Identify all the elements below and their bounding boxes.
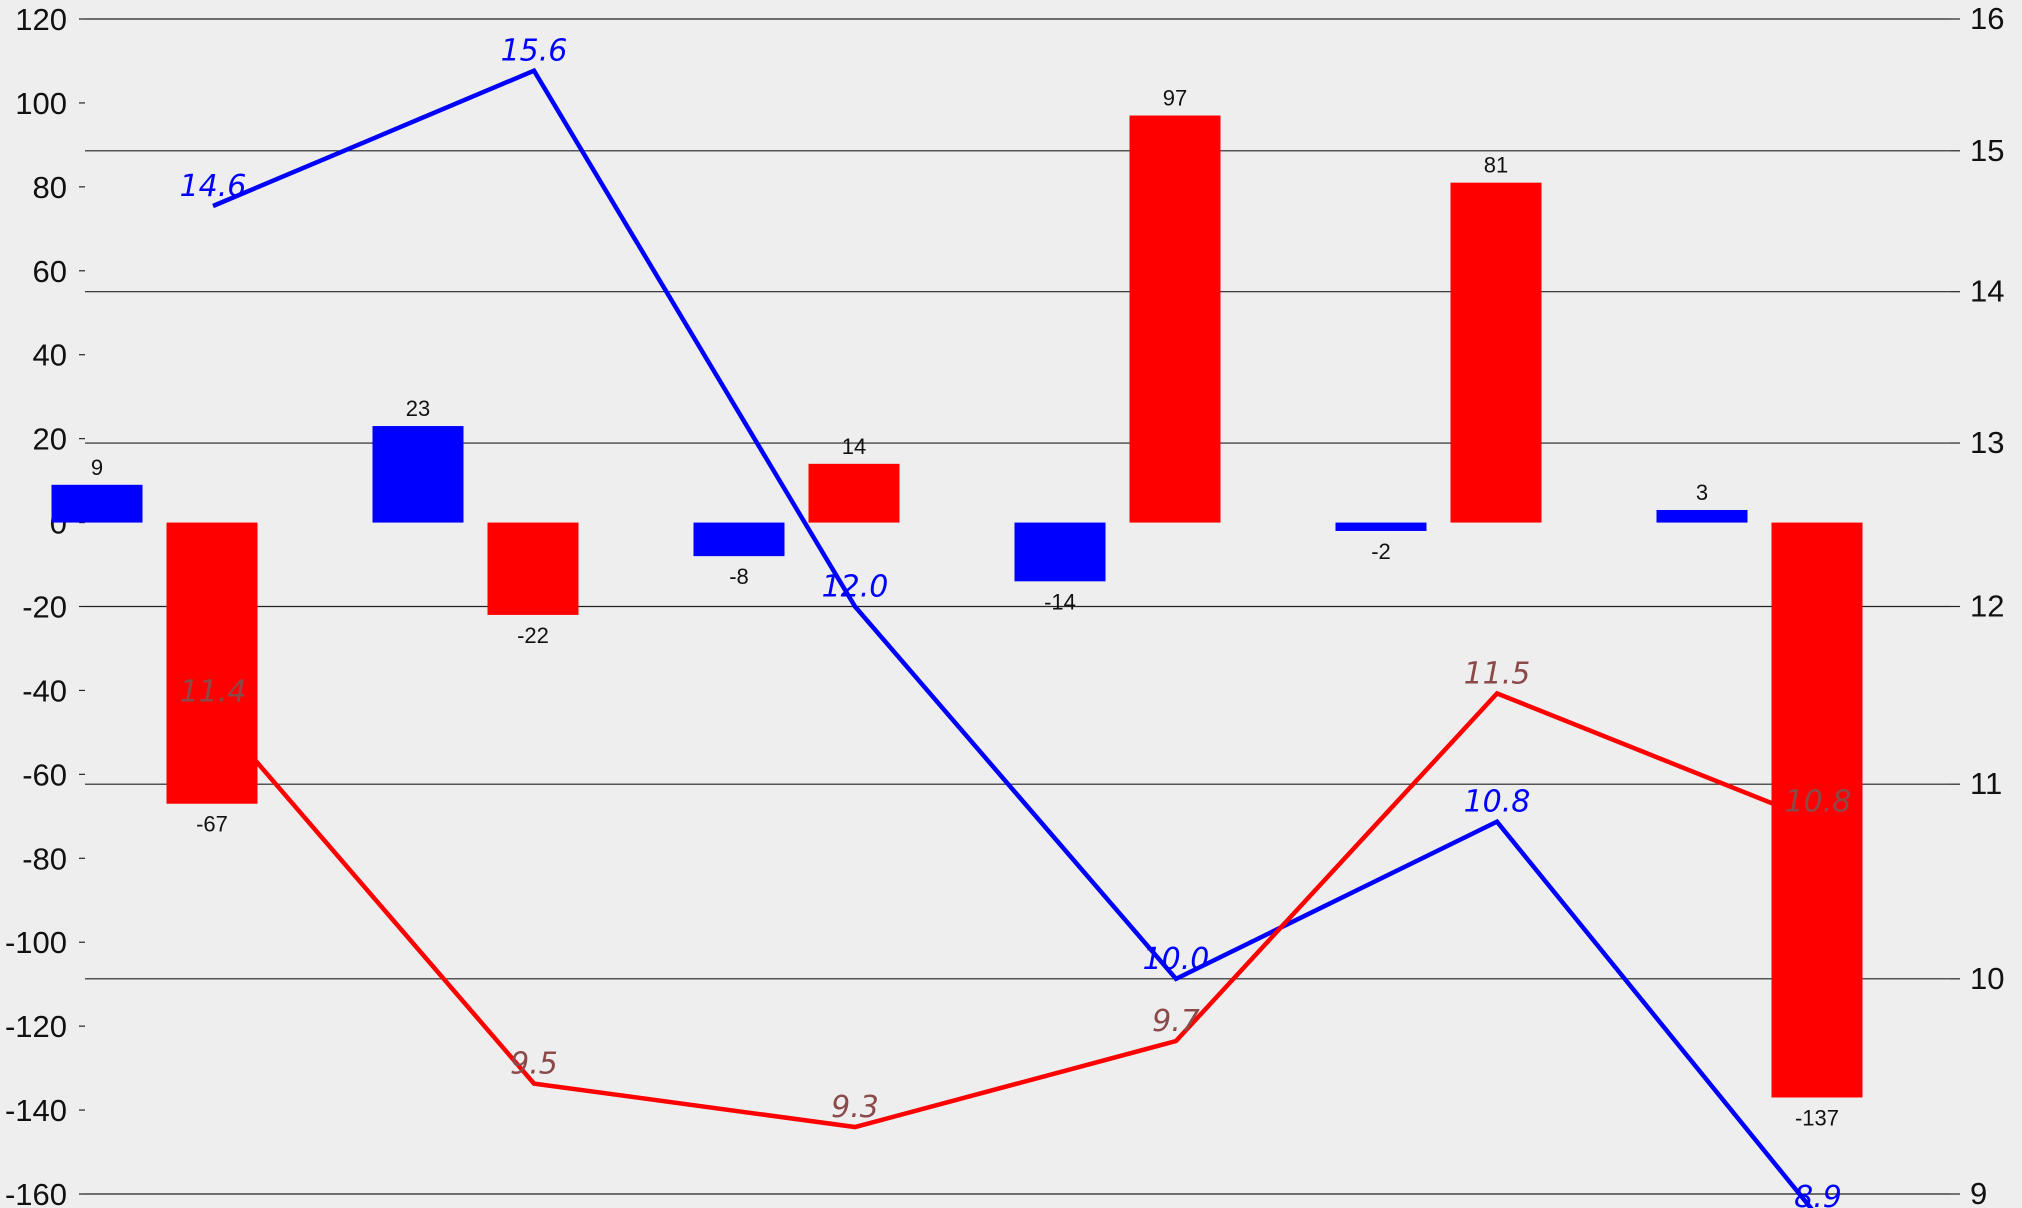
line-value-label: 8.9 <box>1794 1180 1842 1208</box>
bar <box>487 522 579 615</box>
bar <box>372 426 464 523</box>
bar-value-label: 81 <box>1484 153 1508 178</box>
line-value-label: 11.5 <box>1464 656 1531 691</box>
bar-value-label: -14 <box>1044 589 1076 614</box>
left-tick-label: -100 <box>5 925 67 960</box>
left-tick-label: 80 <box>33 170 67 205</box>
bar-value-label: 97 <box>1163 86 1187 111</box>
bar <box>166 522 258 804</box>
right-tick-label: 15 <box>1970 133 2004 168</box>
line-value-label: 9.3 <box>831 1090 879 1125</box>
bar <box>808 463 900 523</box>
left-tick-label: 20 <box>33 422 67 457</box>
line-value-label: 10.0 <box>1143 942 1210 977</box>
data-labels: 9 23 -8 -14 -2 3 -67 -22 14 97 81 -137 14.6 15.6 12.0 1… <box>91 34 1852 1208</box>
left-tick-label: -80 <box>22 841 67 876</box>
bar <box>1014 522 1106 582</box>
right-tick-label: 9 <box>1970 1176 1987 1208</box>
bar <box>51 484 143 523</box>
line-value-label: 12.0 <box>822 570 889 605</box>
bars <box>51 115 1863 1098</box>
bar <box>1656 509 1748 523</box>
bar-value-label: -8 <box>729 564 749 589</box>
left-tick-label: -160 <box>5 1177 67 1208</box>
right-tick-label: 16 <box>1970 1 2004 36</box>
left-tick-label: -140 <box>5 1093 67 1128</box>
left-y-axis: 120100806040200-20-40-60-80-100-120-140-… <box>5 2 85 1208</box>
left-tick-label: 40 <box>33 338 67 373</box>
right-tick-label: 11 <box>1970 766 2002 801</box>
left-tick-label: -60 <box>22 757 67 792</box>
bar-value-label: 9 <box>91 455 103 480</box>
left-tick-label: -40 <box>22 673 67 708</box>
line-value-label: 10.8 <box>1785 785 1852 820</box>
right-tick-label: 13 <box>1970 425 2004 460</box>
bar <box>1335 522 1427 531</box>
right-y-axis: 16 15 14 13 12 11 10 9 <box>1950 1 2004 1208</box>
bar-value-label: -137 <box>1795 1105 1839 1130</box>
line-value-label: 11.4 <box>180 674 247 709</box>
line-value-label: 9.5 <box>510 1047 558 1082</box>
lines <box>211 67 1819 1208</box>
left-tick-label: -120 <box>5 1009 67 1044</box>
line-value-label: 15.6 <box>501 34 568 69</box>
left-tick-label: 60 <box>33 254 67 289</box>
left-tick-label: 100 <box>15 86 67 121</box>
bar <box>1129 115 1221 523</box>
bar-value-label: -2 <box>1371 539 1391 564</box>
series-line <box>212 67 1814 1208</box>
line-value-label: 9.7 <box>1152 1004 1200 1039</box>
bar <box>693 522 785 557</box>
right-tick-label: 14 <box>1970 274 2004 309</box>
right-tick-label: 10 <box>1970 961 2004 996</box>
gridlines <box>85 18 1950 1195</box>
bar-value-label: 14 <box>842 434 866 459</box>
bar-value-label: 23 <box>406 396 430 421</box>
bar <box>1450 182 1542 523</box>
bar-value-label: 3 <box>1696 480 1708 505</box>
line-value-label: 10.8 <box>1464 785 1531 820</box>
bar-value-label: -67 <box>196 812 228 837</box>
right-tick-label: 12 <box>1970 589 2004 624</box>
bar-value-label: -22 <box>517 623 549 648</box>
left-tick-label: -20 <box>22 590 67 625</box>
line-value-label: 14.6 <box>180 169 247 204</box>
left-tick-label: 120 <box>15 2 67 37</box>
series-line <box>211 690 1819 1130</box>
